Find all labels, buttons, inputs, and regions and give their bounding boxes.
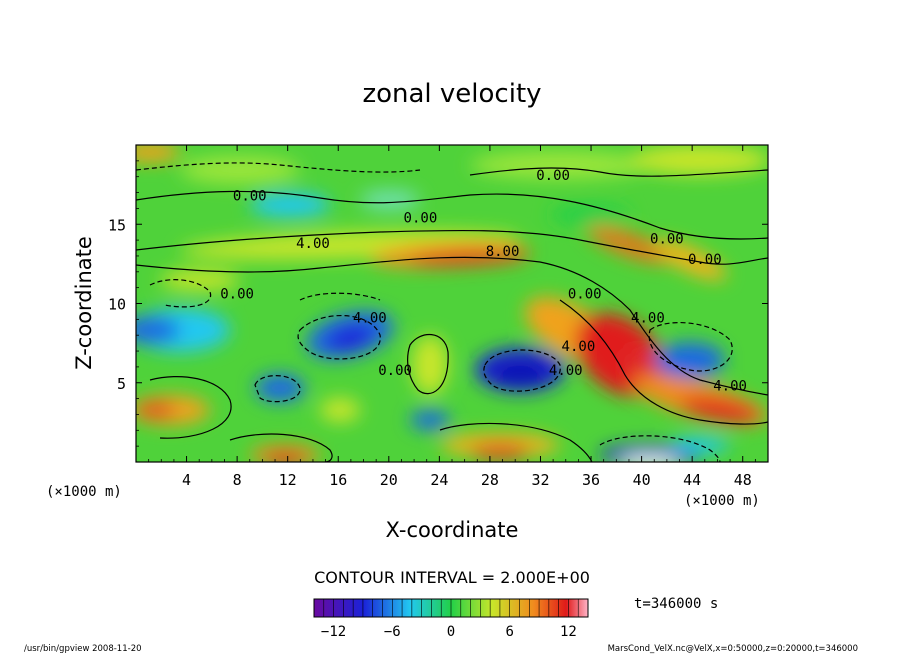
contour-label: 0.00 [688, 252, 722, 268]
x-tick-label: 48 [734, 471, 752, 489]
x-tick-label: 28 [481, 471, 499, 489]
x-unit-right: (×1000 m) [684, 493, 760, 509]
colorbar-tick-label: 12 [560, 624, 577, 640]
x-axis-label: X-coordinate [386, 518, 519, 542]
field-region [680, 397, 760, 423]
x-tick-label: 32 [531, 471, 549, 489]
field-region [470, 444, 530, 460]
contour-line [136, 229, 768, 265]
contour-line [254, 375, 301, 403]
field-region [180, 156, 300, 184]
contour-line [149, 376, 232, 439]
field-region [136, 316, 180, 344]
contour-label: 4.00 [562, 339, 596, 355]
field-region [630, 145, 768, 175]
field-region [255, 374, 305, 402]
y-tick-label: 5 [117, 375, 126, 393]
field-region [325, 324, 375, 352]
footer-right: MarsCond_VelX.nc@VelX,x=0:50000,z=0:2000… [608, 644, 858, 654]
field-region [410, 249, 530, 267]
x-tick-label: 44 [683, 471, 701, 489]
x-tick-label: 40 [633, 471, 651, 489]
field-region [412, 335, 448, 395]
contour-line [136, 256, 768, 396]
contour-line [229, 433, 333, 462]
contour-line [599, 435, 721, 462]
field-region [470, 151, 650, 179]
x-tick-label: 24 [430, 471, 448, 489]
x-tick-label: 4 [182, 471, 191, 489]
colorbar-tick-label: 0 [447, 624, 455, 640]
x-unit-left: (×1000 m) [46, 484, 122, 500]
contour-label: 4.00 [549, 363, 583, 379]
x-tick-label: 36 [582, 471, 600, 489]
field-region [655, 342, 725, 378]
contour-line [648, 321, 733, 372]
x-tick-label: 20 [380, 471, 398, 489]
contour-line [559, 299, 768, 425]
field-region [670, 437, 730, 453]
contour-line [439, 422, 593, 462]
contour-label: 8.00 [486, 244, 520, 260]
y-tick-label: 10 [108, 296, 126, 314]
field-region [490, 360, 550, 384]
contour-label: 4.00 [631, 311, 665, 327]
contour-line [297, 314, 381, 360]
contour-line [299, 292, 381, 301]
field-region [265, 454, 305, 462]
field-region [620, 456, 680, 462]
contour-interval: CONTOUR INTERVAL = 2.000E+00 [314, 568, 590, 587]
plot-area [136, 145, 768, 462]
time-label: t=346000 s [634, 596, 718, 612]
contour-label: 0.00 [220, 287, 254, 303]
contour-line [407, 333, 449, 395]
contour-line [483, 349, 561, 392]
y-axis-label: Z-coordinate [72, 236, 96, 370]
chart-title: zonal velocity [362, 79, 541, 109]
contour-label: 4.00 [713, 379, 747, 395]
field-region [136, 402, 175, 418]
colorbar-tick-label: −12 [321, 624, 346, 640]
y-tick-label: 15 [108, 216, 126, 234]
footer-left: /usr/bin/gpview 2008-11-20 [24, 644, 142, 654]
contour-label: 0.00 [650, 231, 684, 247]
x-tick-label: 8 [233, 471, 242, 489]
field-region [550, 205, 630, 225]
x-tick-label: 16 [329, 471, 347, 489]
colorbar-tick-label: 6 [505, 624, 513, 640]
field-region [410, 410, 450, 430]
field-region [250, 193, 330, 217]
contour-label: 4.00 [353, 311, 387, 327]
contour-label: 0.00 [404, 211, 438, 227]
field-region [587, 225, 673, 265]
colorbar-tick-label: −6 [384, 624, 401, 640]
contour-label: 0.00 [233, 188, 267, 204]
contour-line [136, 162, 421, 173]
colorbar: −12 −6 0 6 12 [313, 598, 589, 640]
contour-label: 4.00 [296, 236, 330, 252]
contour-label: 0.00 [568, 287, 602, 303]
contour-line [469, 167, 768, 177]
field-region [160, 270, 240, 290]
field-region [360, 190, 420, 210]
x-tick-label: 12 [279, 471, 297, 489]
contour-line [136, 190, 768, 240]
contour-label: 0.00 [378, 363, 412, 379]
field-region [320, 398, 360, 422]
field-region [136, 145, 180, 162]
contour-line [149, 279, 212, 308]
contour-label: 0.00 [536, 168, 570, 184]
